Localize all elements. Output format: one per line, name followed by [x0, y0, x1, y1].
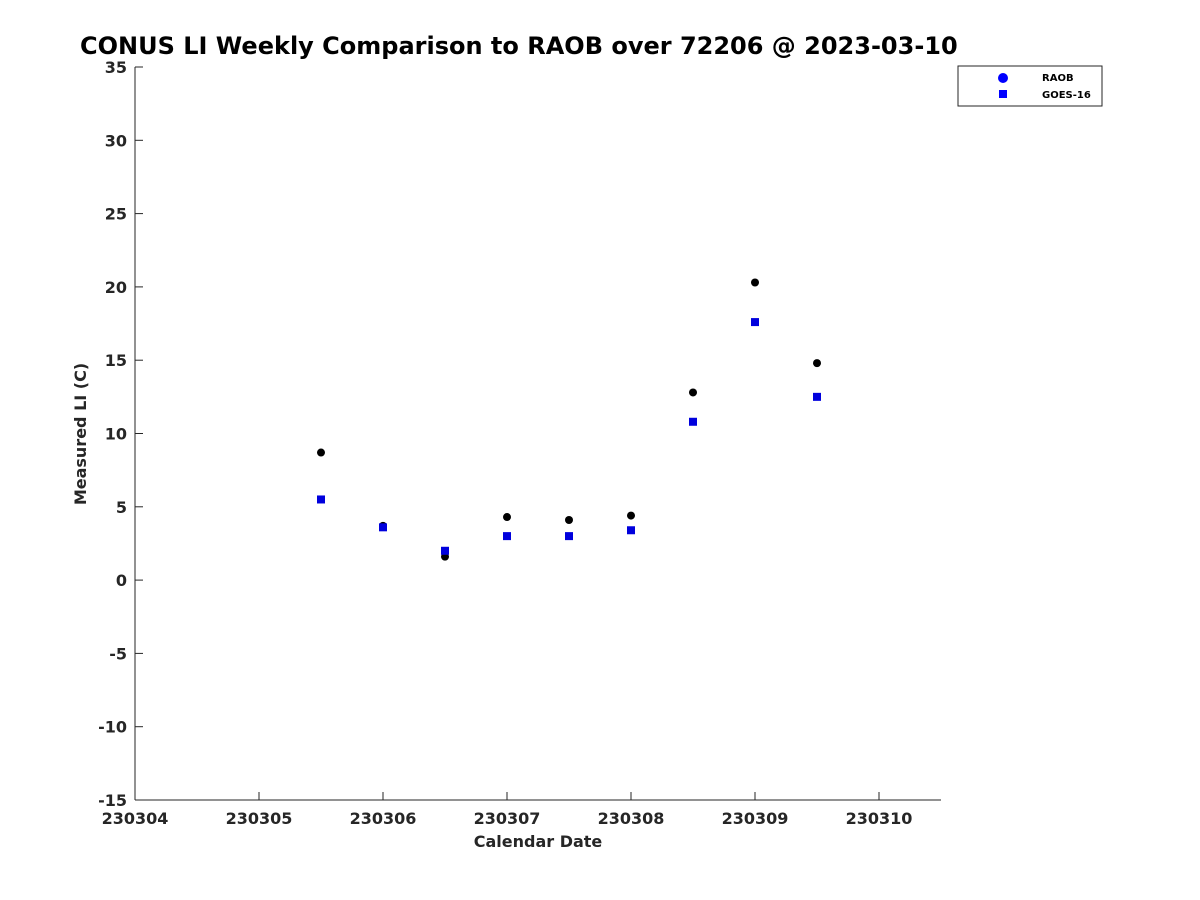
- y-tick-label: 5: [116, 498, 127, 517]
- legend-marker-raob: [998, 73, 1008, 83]
- y-tick-label: 35: [105, 58, 127, 77]
- point-raob: [813, 359, 821, 368]
- point-goes-16: [565, 532, 573, 541]
- point-goes-16: [379, 523, 387, 532]
- x-tick-label: 230310: [846, 809, 913, 828]
- point-goes-16: [813, 392, 821, 401]
- legend: RAOB GOES-16: [957, 65, 1103, 107]
- x-tick-label: 230306: [350, 809, 417, 828]
- x-ticks: 230304 230305 230306 230307 230308 230309 2303…: [102, 792, 913, 828]
- point-goes-16: [751, 318, 759, 327]
- point-raob: [689, 388, 697, 397]
- x-tick-label: 230308: [598, 809, 665, 828]
- legend-box: [957, 65, 1103, 107]
- point-goes-16: [317, 495, 325, 504]
- data-points: [317, 278, 821, 561]
- point-raob: [751, 278, 759, 287]
- point-goes-16: [503, 532, 511, 541]
- point-raob: [565, 515, 573, 524]
- point-raob: [317, 448, 325, 457]
- y-tick-label: -15: [98, 791, 127, 810]
- y-tick-label: 25: [105, 205, 127, 224]
- point-goes-16: [689, 417, 697, 426]
- y-tick-label: 15: [105, 351, 127, 370]
- point-raob: [627, 511, 635, 520]
- y-tick-label: -10: [98, 718, 127, 737]
- y-tick-label: 10: [105, 425, 127, 444]
- chart-title: CONUS LI Weekly Comparison to RAOB over …: [80, 32, 958, 60]
- x-tick-label: 230304: [102, 809, 169, 828]
- x-tick-label: 230305: [226, 809, 293, 828]
- y-tick-label: 20: [105, 278, 127, 297]
- legend-label-raob: RAOB: [1042, 73, 1074, 84]
- point-goes-16: [627, 526, 635, 535]
- y-axis-label: Measured LI (C): [71, 363, 90, 505]
- y-tick-label: 30: [105, 131, 127, 150]
- x-tick-label: 230309: [722, 809, 789, 828]
- x-tick-label: 230307: [474, 809, 541, 828]
- point-goes-16: [441, 546, 449, 555]
- legend-marker-goes-16: [999, 90, 1007, 98]
- x-axis-label: Calendar Date: [474, 832, 603, 851]
- y-tick-label: -5: [109, 644, 127, 663]
- point-raob: [503, 513, 511, 522]
- y-tick-label: 0: [116, 571, 127, 590]
- legend-label-goes-16: GOES-16: [1042, 90, 1091, 101]
- y-ticks: -15 -10 -5 0 5 10 15 20 25 30 35: [98, 58, 143, 810]
